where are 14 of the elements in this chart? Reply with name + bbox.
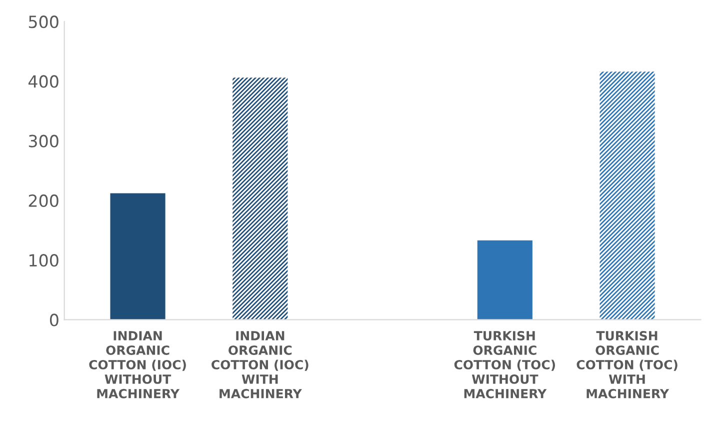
y-tick-label: 500: [28, 16, 58, 28]
x-tick-label: TURKISH ORGANIC COTTON (TOC) WITHOUT MACHINERY: [454, 331, 555, 398]
x-tick-label: TURKISH ORGANIC COTTON (TOC) WITH MACHINERY: [576, 331, 678, 398]
y-tick-label: 200: [28, 194, 58, 208]
bar: [232, 78, 288, 320]
x-tick-label: INDIAN ORGANIC COTTON (IOC) WITHOUT MACHINERY: [89, 331, 186, 398]
bar: [477, 240, 532, 320]
y-tick-label: 300: [28, 134, 58, 148]
x-tick-label: INDIAN ORGANIC COTTON (IOC) WITH MACHINERY: [212, 331, 308, 398]
bar: [110, 193, 166, 320]
bar: [600, 72, 655, 320]
y-tick-label: 400: [28, 75, 58, 88]
y-tick-label: 100: [30, 254, 58, 267]
y-tick-label: 0: [50, 314, 58, 326]
